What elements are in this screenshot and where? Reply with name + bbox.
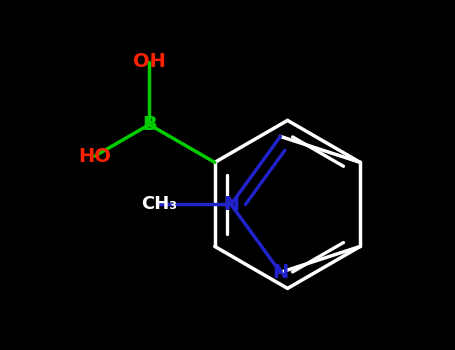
Text: CH₃: CH₃ [142, 195, 177, 214]
Text: N: N [272, 263, 288, 282]
Text: B: B [142, 115, 157, 134]
Text: HO: HO [78, 147, 111, 166]
Text: OH: OH [133, 52, 166, 71]
Text: N: N [223, 195, 239, 214]
